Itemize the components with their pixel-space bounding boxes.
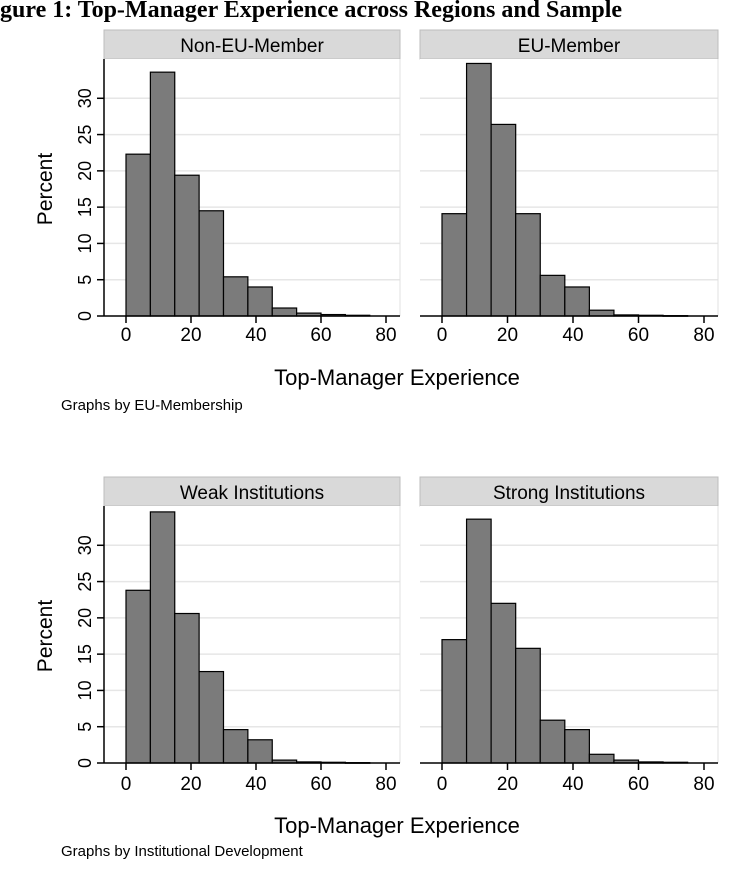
y-tick-label-0-20: 20 [75, 161, 95, 181]
panel-strip-0-0 [103, 29, 401, 60]
graph-note-1: Graphs by Institutional Development [61, 843, 304, 860]
bar-1-1-6 [588, 753, 615, 764]
y-tick-label-1-30: 30 [75, 535, 95, 555]
bar-0-1-6 [588, 309, 615, 317]
x-tick-label-0-0-0: 0 [121, 325, 132, 346]
y-axis-label-0: Percent [34, 153, 57, 226]
x-tick-label-0-1-80: 80 [693, 325, 714, 346]
y-tick-label-0-25: 25 [75, 125, 95, 145]
bar-1-0-3 [198, 670, 225, 764]
x-tick-label-1-1-40: 40 [562, 774, 583, 795]
y-tick-label-0-5: 5 [75, 275, 95, 285]
graph-note-0: Graphs by EU-Membership [61, 397, 243, 414]
bar-1-0-5 [247, 739, 273, 764]
bar-0-0-6 [271, 307, 298, 317]
panel-strip-1-0 [103, 476, 401, 507]
bar-0-0-5 [247, 286, 273, 317]
panel-title-1-1: Strong Institutions [493, 483, 645, 504]
x-tick-label-1-1-20: 20 [497, 774, 518, 795]
y-tick-label-1-5: 5 [75, 722, 95, 732]
panel-title-1-0: Weak Institutions [180, 483, 324, 504]
y-axis-label-1: Percent [34, 600, 57, 673]
x-axis-label-0: Top-Manager Experience [274, 365, 520, 390]
bar-1-1-3 [515, 647, 541, 764]
x-tick-label-0-0-80: 80 [375, 325, 396, 346]
y-tick-label-1-25: 25 [75, 572, 95, 592]
bar-0-1-3 [515, 213, 541, 317]
x-tick-label-1-0-60: 60 [310, 774, 331, 795]
bar-1-0-0 [125, 589, 151, 764]
bar-1-1-5 [564, 729, 590, 764]
bar-0-0-1 [149, 71, 176, 317]
panel-title-0-0: Non-EU-Member [180, 36, 324, 57]
x-tick-label-0-1-20: 20 [497, 325, 518, 346]
x-tick-label-1-0-0: 0 [121, 774, 132, 795]
x-tick-label-1-1-60: 60 [628, 774, 649, 795]
y-tick-label-1-15: 15 [75, 644, 95, 664]
bar-0-0-0 [125, 153, 151, 317]
bar-1-1-0 [441, 639, 468, 764]
x-tick-label-1-0-40: 40 [245, 774, 266, 795]
x-axis-label-1: Top-Manager Experience [274, 813, 520, 838]
x-tick-label-0-0-40: 40 [245, 325, 266, 346]
x-tick-label-1-0-80: 80 [375, 774, 396, 795]
x-tick-label-0-0-20: 20 [180, 325, 201, 346]
x-tick-label-0-1-60: 60 [628, 325, 649, 346]
y-tick-label-1-10: 10 [75, 680, 95, 700]
bar-0-1-5 [564, 286, 590, 317]
bar-1-1-1 [465, 518, 492, 764]
y-tick-label-0-15: 15 [75, 197, 95, 217]
bar-0-1-4 [539, 274, 566, 317]
x-tick-label-0-1-40: 40 [562, 325, 583, 346]
bar-0-0-3 [198, 210, 225, 317]
bar-1-0-2 [174, 612, 200, 764]
bar-0-0-4 [222, 276, 249, 317]
bar-1-0-4 [222, 729, 249, 764]
panel-strip-1-1 [419, 476, 719, 507]
y-tick-label-0-0: 0 [75, 311, 95, 321]
bar-1-1-4 [539, 719, 566, 764]
bar-1-1-2 [490, 602, 517, 764]
panel-strip-0-1 [419, 29, 719, 60]
x-tick-label-0-1-0: 0 [437, 325, 448, 346]
y-tick-label-1-20: 20 [75, 608, 95, 628]
figure-title: gure 1: Top-Manager Experience across Re… [0, 0, 623, 23]
y-tick-label-0-10: 10 [75, 233, 95, 253]
x-tick-label-1-0-20: 20 [180, 774, 201, 795]
y-tick-label-1-0: 0 [75, 758, 95, 768]
bar-1-0-1 [149, 511, 176, 764]
bar-0-0-2 [174, 174, 200, 317]
bar-0-1-0 [441, 213, 468, 317]
bar-0-1-2 [490, 123, 517, 317]
x-tick-label-1-1-80: 80 [693, 774, 714, 795]
x-tick-label-1-1-0: 0 [437, 774, 448, 795]
panel-title-0-1: EU-Member [518, 36, 621, 57]
x-tick-label-0-0-60: 60 [310, 325, 331, 346]
bar-0-1-1 [465, 62, 492, 317]
y-tick-label-0-30: 30 [75, 88, 95, 108]
